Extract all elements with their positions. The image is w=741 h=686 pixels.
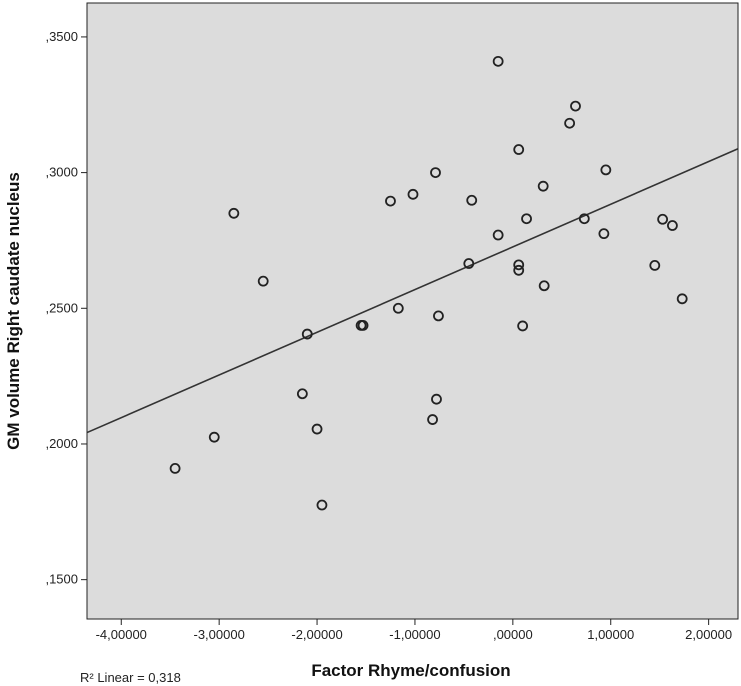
data-point — [466, 194, 478, 206]
y-tick-label: ,2000 — [45, 436, 78, 451]
x-axis-label: Factor Rhyme/confusion — [311, 661, 510, 680]
data-point — [296, 388, 308, 400]
x-tick-label: -1,00000 — [389, 627, 440, 642]
data-point — [407, 188, 419, 200]
data-point — [385, 195, 396, 207]
data-points — [169, 55, 688, 511]
y-tick-label: ,3500 — [45, 29, 78, 44]
data-point — [517, 320, 529, 332]
x-tick-label: 1,00000 — [587, 627, 634, 642]
data-point — [316, 499, 328, 511]
y-axis: ,1500 ,2000 ,2500 ,3000 ,3500 — [45, 29, 87, 587]
x-tick-label: -4,00000 — [96, 627, 147, 642]
y-tick-label: ,1500 — [45, 572, 78, 587]
x-tick-label: 2,00000 — [685, 627, 732, 642]
data-point — [667, 220, 678, 231]
data-point — [513, 259, 525, 271]
data-point — [463, 258, 475, 269]
fit-line-group — [86, 147, 739, 434]
data-point — [433, 310, 444, 322]
data-point — [649, 260, 661, 271]
data-point — [538, 280, 550, 292]
data-point — [392, 302, 404, 314]
data-point — [521, 213, 532, 225]
data-point — [257, 275, 269, 287]
x-axis: -4,00000 -3,00000 -2,00000 -1,00000 ,00000 1,… — [96, 619, 732, 642]
r-squared-label: R² Linear = 0,318 — [80, 670, 181, 685]
plot-area — [86, 2, 739, 620]
x-tick-label: -2,00000 — [291, 627, 342, 642]
data-point — [492, 55, 504, 67]
data-point — [598, 228, 610, 240]
data-point — [208, 431, 220, 443]
data-point — [513, 144, 525, 155]
data-point — [228, 207, 240, 219]
y-tick-label: ,3000 — [45, 165, 78, 180]
data-point — [430, 167, 441, 179]
data-point — [357, 319, 369, 331]
data-point — [492, 229, 504, 241]
linear-fit-line — [86, 147, 739, 434]
y-tick-label: ,2500 — [45, 300, 78, 315]
data-point — [657, 213, 669, 225]
data-point — [301, 328, 313, 340]
data-point — [513, 264, 525, 276]
data-point — [570, 100, 581, 112]
data-point — [431, 393, 442, 405]
data-point — [600, 164, 612, 176]
data-point — [169, 462, 181, 474]
y-axis-label: GM volume Right caudate nucleus — [4, 172, 23, 450]
data-point — [676, 293, 688, 305]
data-point — [578, 213, 590, 225]
data-point — [427, 414, 438, 425]
data-point — [564, 117, 576, 129]
x-tick-label: -3,00000 — [193, 627, 244, 642]
x-tick-label: ,00000 — [493, 627, 533, 642]
data-point — [311, 423, 323, 435]
data-point — [537, 180, 549, 192]
